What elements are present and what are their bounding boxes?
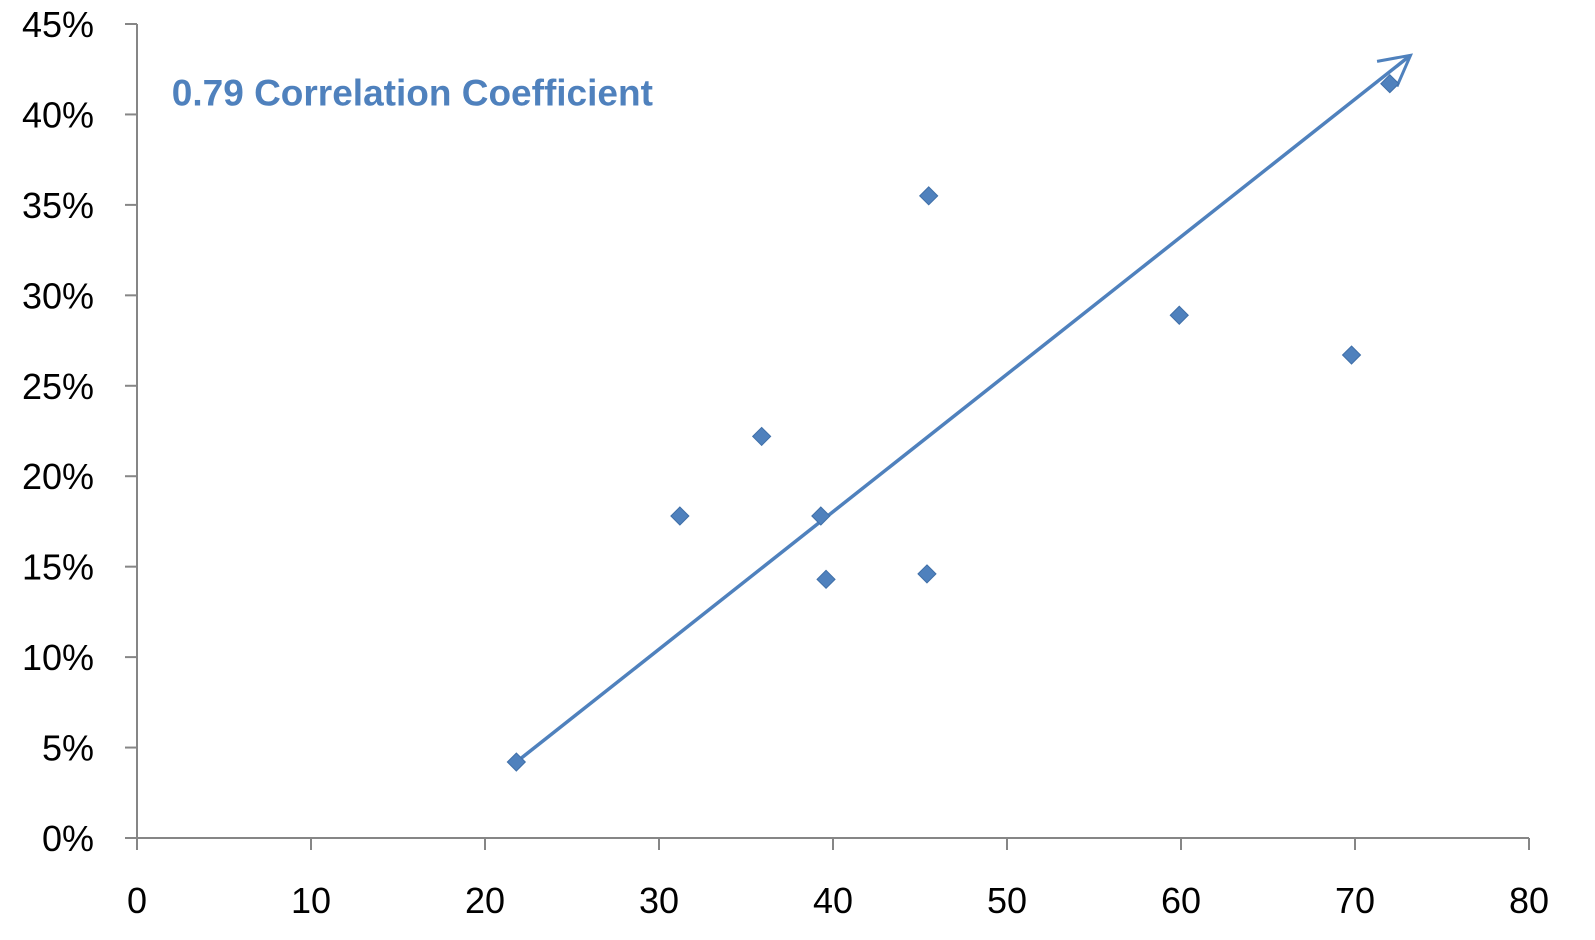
data-point [670, 506, 690, 526]
axes [136, 24, 1529, 839]
x-tick-label: 50 [987, 880, 1027, 921]
data-point [1169, 305, 1189, 325]
correlation-annotation: 0.79 Correlation Coefficient [172, 72, 653, 113]
y-tick-label: 20% [22, 456, 94, 497]
trend-layer [515, 53, 1414, 764]
x-tick-label: 70 [1335, 880, 1375, 921]
x-tick-label: 60 [1161, 880, 1201, 921]
trend-arrow [515, 53, 1414, 764]
x-tick-label: 30 [639, 880, 679, 921]
data-point [506, 752, 527, 772]
annotations: 0.79 Correlation Coefficient [172, 72, 653, 113]
data-point [811, 506, 831, 526]
data-point [1341, 345, 1362, 365]
x-tick-label: 10 [291, 880, 331, 921]
x-tick-label: 0 [127, 880, 147, 921]
x-tick-label: 20 [465, 880, 505, 921]
y-tick-label: 25% [22, 366, 94, 407]
data-points [506, 73, 1400, 772]
y-tick-label: 30% [22, 275, 94, 316]
y-tick-label: 40% [22, 94, 94, 135]
x-tick-label: 40 [813, 880, 853, 921]
tick-labels: 0% 5% 10% 15% 20% 25% 30% 35% 40% 45% 0 10 20 30 40 50 6… [22, 4, 1549, 921]
x-tick-label: 80 [1509, 880, 1549, 921]
y-tick-label: 5% [42, 728, 94, 769]
y-tick-label: 15% [22, 547, 94, 588]
data-point [918, 186, 939, 206]
data-point [751, 426, 772, 447]
y-tick-label: 35% [22, 185, 94, 226]
data-point [917, 564, 937, 584]
y-tick-label: 0% [42, 818, 94, 859]
data-point [816, 569, 836, 590]
y-tick-label: 10% [22, 637, 94, 678]
tick-marks [125, 23, 1530, 850]
y-tick-label: 45% [22, 4, 94, 45]
data-point [1380, 73, 1400, 94]
